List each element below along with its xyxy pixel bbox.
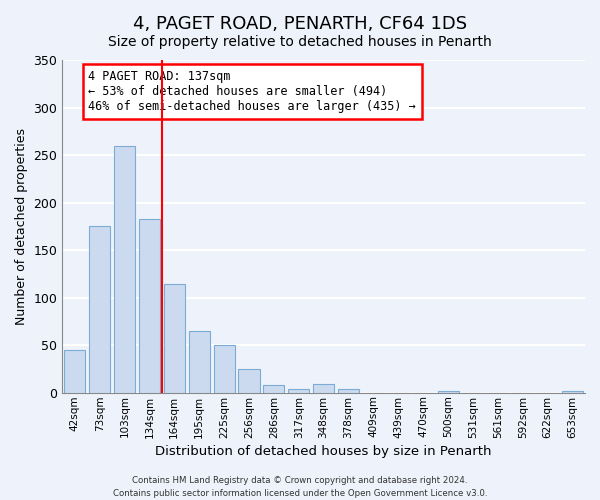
Text: 4 PAGET ROAD: 137sqm
← 53% of detached houses are smaller (494)
46% of semi-deta: 4 PAGET ROAD: 137sqm ← 53% of detached h… bbox=[88, 70, 416, 113]
Bar bbox=[89, 226, 110, 392]
Bar bbox=[139, 218, 160, 392]
Bar bbox=[214, 345, 235, 393]
Bar bbox=[437, 391, 458, 392]
Bar bbox=[288, 389, 310, 392]
Bar bbox=[313, 384, 334, 392]
Bar bbox=[64, 350, 85, 393]
Text: 4, PAGET ROAD, PENARTH, CF64 1DS: 4, PAGET ROAD, PENARTH, CF64 1DS bbox=[133, 15, 467, 33]
Bar bbox=[562, 391, 583, 392]
Bar bbox=[188, 331, 210, 392]
Bar bbox=[238, 369, 260, 392]
Text: Contains HM Land Registry data © Crown copyright and database right 2024.
Contai: Contains HM Land Registry data © Crown c… bbox=[113, 476, 487, 498]
X-axis label: Distribution of detached houses by size in Penarth: Distribution of detached houses by size … bbox=[155, 444, 492, 458]
Text: Size of property relative to detached houses in Penarth: Size of property relative to detached ho… bbox=[108, 35, 492, 49]
Bar bbox=[164, 284, 185, 393]
Bar bbox=[114, 146, 135, 392]
Y-axis label: Number of detached properties: Number of detached properties bbox=[15, 128, 28, 325]
Bar bbox=[263, 385, 284, 392]
Bar bbox=[338, 389, 359, 392]
